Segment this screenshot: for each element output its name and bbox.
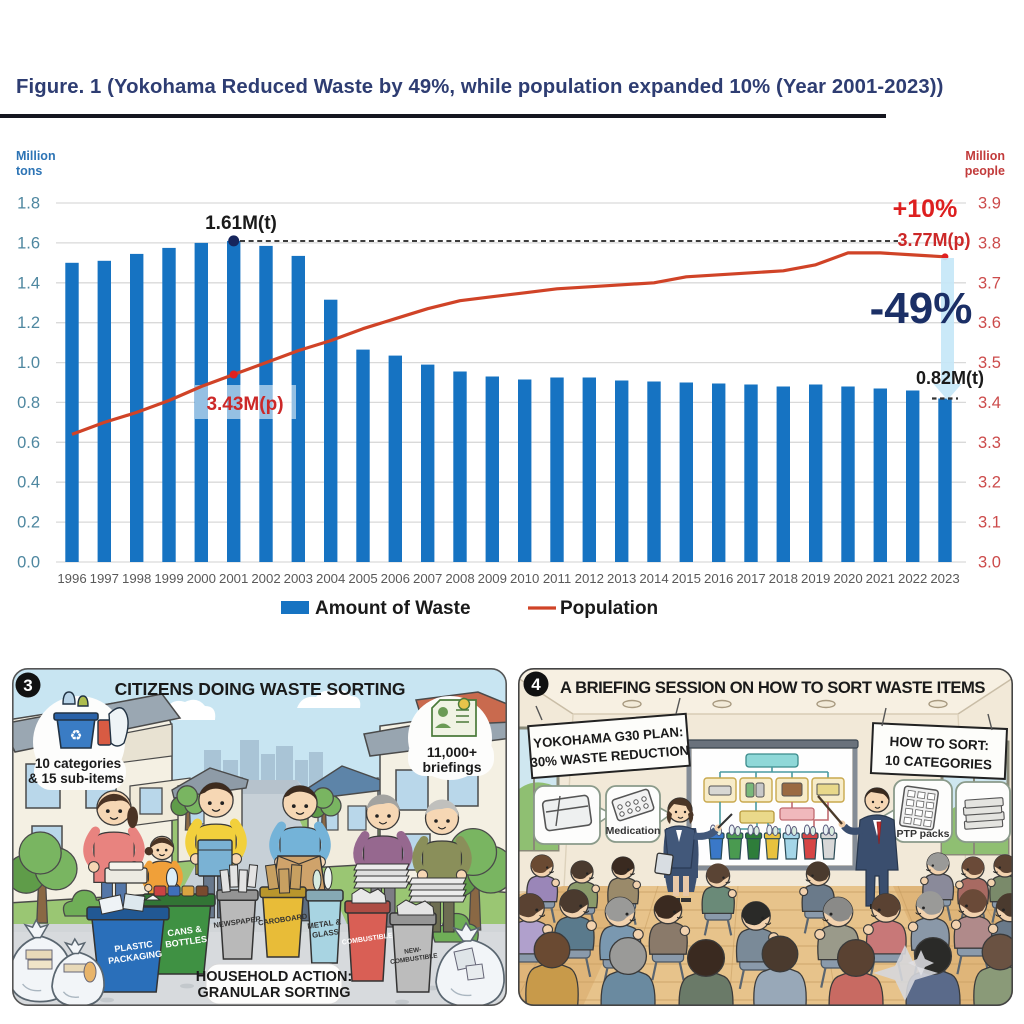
svg-text:2019: 2019 [801,571,830,586]
svg-text:3.2: 3.2 [978,474,1001,492]
svg-text:0.8: 0.8 [17,394,40,412]
svg-text:3.6: 3.6 [978,314,1001,332]
svg-text:1997: 1997 [90,571,119,586]
svg-text:1.2: 1.2 [17,314,40,332]
svg-text:GRANULAR SORTING: GRANULAR SORTING [197,985,350,1001]
svg-text:1998: 1998 [122,571,151,586]
svg-text:1.61M(t): 1.61M(t) [205,213,277,234]
svg-text:2020: 2020 [833,571,862,586]
svg-text:2016: 2016 [704,571,733,586]
svg-text:3.1: 3.1 [978,514,1001,532]
svg-text:♻: ♻ [70,727,83,743]
svg-text:Million: Million [965,149,1005,163]
svg-text:2009: 2009 [478,571,507,586]
svg-text:10 categories: 10 categories [35,756,121,771]
svg-text:2018: 2018 [769,571,798,586]
svg-text:2023: 2023 [930,571,959,586]
svg-text:Population: Population [560,598,658,619]
svg-text:2000: 2000 [187,571,216,586]
svg-text:1996: 1996 [57,571,86,586]
svg-text:10 CATEGORIES: 10 CATEGORIES [885,753,993,773]
svg-text:2005: 2005 [348,571,377,586]
svg-text:2001: 2001 [219,571,248,586]
svg-text:0.2: 0.2 [17,514,40,532]
svg-text:3.9: 3.9 [978,195,1001,213]
svg-text:2017: 2017 [736,571,765,586]
svg-text:3.43M(p): 3.43M(p) [206,394,283,415]
svg-text:CANS &: CANS & [167,924,203,939]
svg-text:& 15 sub-items: & 15 sub-items [28,771,124,786]
svg-text:2010: 2010 [510,571,539,586]
svg-text:0.4: 0.4 [17,474,40,492]
svg-text:11,000+: 11,000+ [427,744,477,760]
svg-text:1.4: 1.4 [17,274,40,292]
svg-text:2015: 2015 [672,571,701,586]
svg-text:people: people [965,164,1005,178]
svg-text:1.8: 1.8 [17,195,40,213]
svg-text:+10%: +10% [893,195,958,223]
svg-text:3.8: 3.8 [978,234,1001,252]
svg-text:2014: 2014 [639,571,668,586]
svg-text:1.6: 1.6 [17,234,40,252]
svg-text:0.82M(t): 0.82M(t) [916,368,984,388]
svg-text:3.7: 3.7 [978,274,1001,292]
svg-text:HOW TO SORT:: HOW TO SORT: [889,734,989,753]
svg-text:Million: Million [16,149,56,163]
svg-text:2007: 2007 [413,571,442,586]
svg-text:NEW-: NEW- [404,946,422,955]
svg-text:2006: 2006 [381,571,410,586]
svg-text:3.4: 3.4 [978,394,1001,412]
svg-text:3: 3 [23,676,32,695]
svg-text:PTP packs: PTP packs [897,828,950,840]
svg-text:CITIZENS DOING WASTE SORTING: CITIZENS DOING WASTE SORTING [115,679,406,699]
svg-text:1999: 1999 [154,571,183,586]
svg-text:GLASS: GLASS [312,927,340,940]
svg-text:2008: 2008 [445,571,474,586]
svg-text:Medication: Medication [606,825,661,837]
svg-text:HOUSEHOLD ACTION:: HOUSEHOLD ACTION: [196,969,353,985]
svg-text:2011: 2011 [543,571,571,586]
svg-text:-49%: -49% [870,284,973,333]
svg-text:Amount of Waste: Amount of Waste [315,598,471,619]
svg-text:3.3: 3.3 [978,434,1001,452]
svg-text:3.77M(p): 3.77M(p) [897,230,970,250]
svg-text:3.0: 3.0 [978,554,1001,572]
svg-text:2021: 2021 [866,571,895,586]
svg-text:0.6: 0.6 [17,434,40,452]
svg-text:2013: 2013 [607,571,636,586]
svg-text:A BRIEFING SESSION ON HOW TO S: A BRIEFING SESSION ON HOW TO SORT WASTE … [560,678,985,697]
svg-text:3.5: 3.5 [978,354,1001,372]
svg-text:2012: 2012 [575,571,604,586]
svg-text:2004: 2004 [316,571,345,586]
svg-text:0.0: 0.0 [17,554,40,572]
svg-text:2002: 2002 [251,571,280,586]
svg-text:4: 4 [531,675,541,694]
svg-text:briefings: briefings [422,759,481,775]
svg-text:2003: 2003 [284,571,313,586]
svg-text:1.0: 1.0 [17,354,40,372]
svg-text:2022: 2022 [898,571,927,586]
svg-text:tons: tons [16,164,42,178]
